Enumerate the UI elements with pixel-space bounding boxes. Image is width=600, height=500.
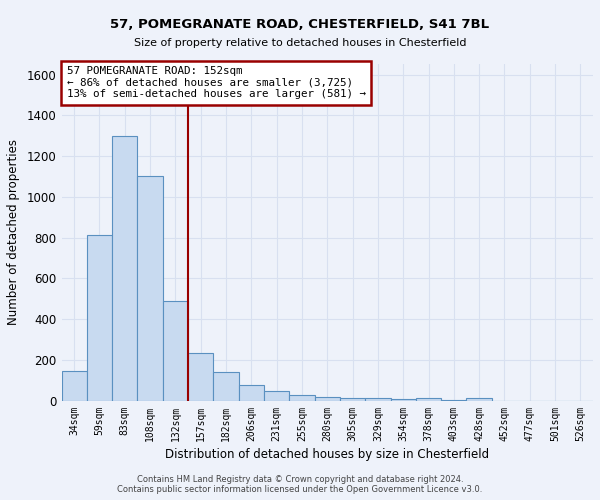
Bar [188, 352, 214, 401]
Text: 57, POMEGRANATE ROAD, CHESTERFIELD, S41 7BL: 57, POMEGRANATE ROAD, CHESTERFIELD, S41 … [110, 18, 490, 30]
Bar [416, 398, 441, 400]
Text: Contains public sector information licensed under the Open Government Licence v3: Contains public sector information licen… [118, 485, 482, 494]
Bar [137, 176, 163, 400]
Bar [239, 385, 264, 400]
Bar [163, 300, 188, 400]
Bar [214, 372, 239, 400]
Bar [87, 234, 112, 400]
Bar [112, 136, 137, 400]
Bar [466, 398, 492, 400]
Text: Contains HM Land Registry data © Crown copyright and database right 2024.: Contains HM Land Registry data © Crown c… [137, 475, 463, 484]
Bar [365, 398, 391, 400]
Bar [314, 398, 340, 400]
Bar [289, 396, 314, 400]
Text: 57 POMEGRANATE ROAD: 152sqm
← 86% of detached houses are smaller (3,725)
13% of : 57 POMEGRANATE ROAD: 152sqm ← 86% of det… [67, 66, 366, 100]
Bar [264, 392, 289, 400]
Text: Size of property relative to detached houses in Chesterfield: Size of property relative to detached ho… [134, 38, 466, 48]
Y-axis label: Number of detached properties: Number of detached properties [7, 140, 20, 326]
X-axis label: Distribution of detached houses by size in Chesterfield: Distribution of detached houses by size … [165, 448, 490, 460]
Bar [340, 398, 365, 400]
Bar [62, 371, 87, 400]
